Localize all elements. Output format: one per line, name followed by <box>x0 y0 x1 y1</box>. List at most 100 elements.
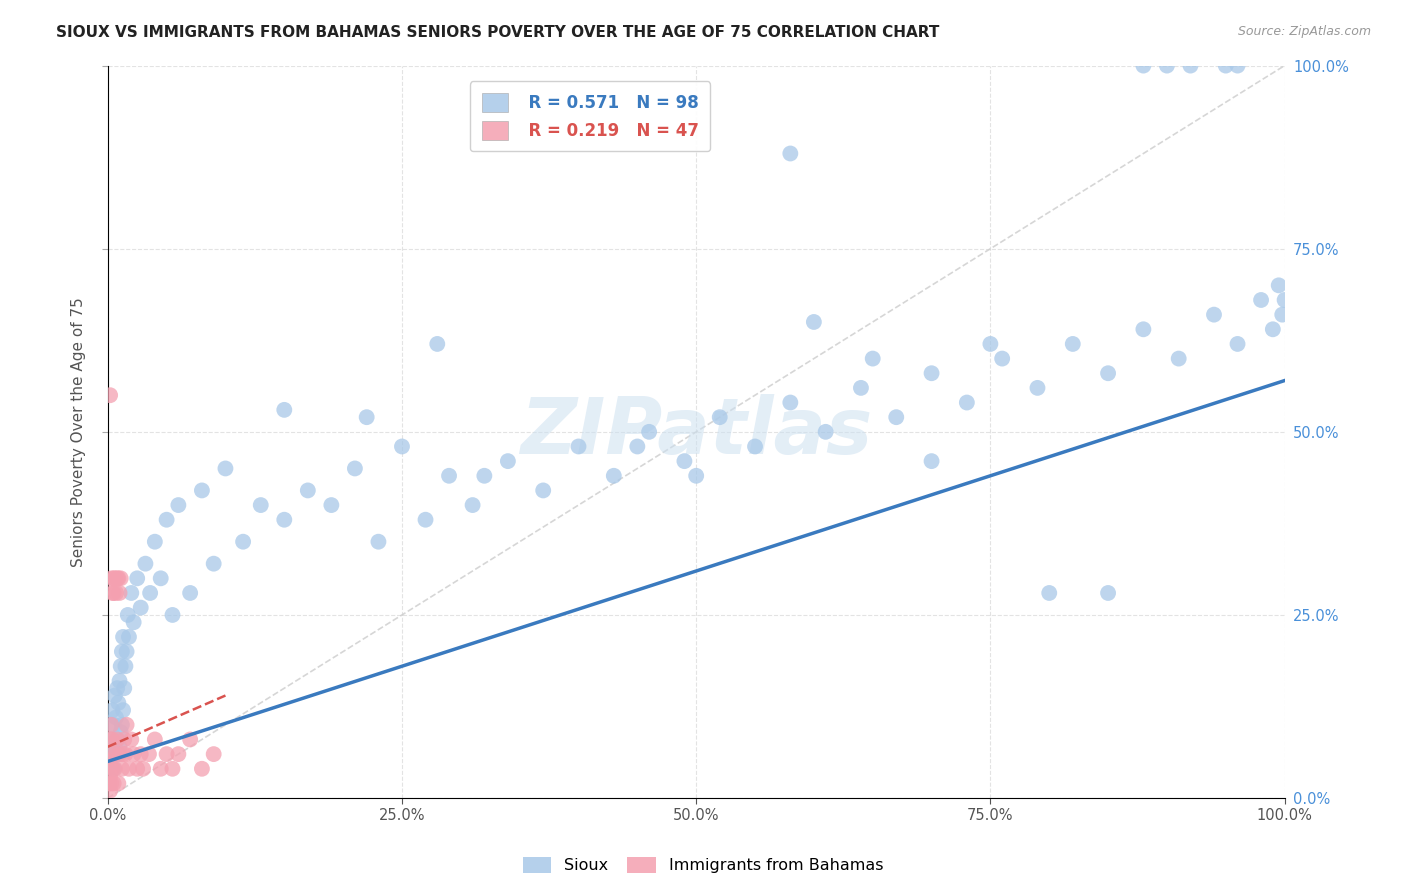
Point <box>191 762 214 776</box>
Point <box>101 762 124 776</box>
Point <box>1202 308 1225 322</box>
Point <box>367 534 389 549</box>
Point <box>107 776 129 790</box>
Point <box>112 747 135 761</box>
Point <box>103 776 125 790</box>
Point <box>472 468 495 483</box>
Point <box>149 571 172 585</box>
Point <box>101 747 124 761</box>
Point <box>1097 586 1119 600</box>
Point <box>1132 59 1154 73</box>
Point <box>111 718 134 732</box>
Point <box>107 571 129 585</box>
Point <box>149 762 172 776</box>
Point <box>103 571 125 585</box>
Point <box>110 725 132 739</box>
Point <box>103 762 125 776</box>
Point <box>129 600 152 615</box>
Point <box>685 468 707 483</box>
Point <box>111 644 134 658</box>
Legend: Sioux, Immigrants from Bahamas: Sioux, Immigrants from Bahamas <box>516 850 890 880</box>
Point <box>120 586 142 600</box>
Point <box>1097 366 1119 380</box>
Point <box>1062 337 1084 351</box>
Point <box>112 703 135 717</box>
Point <box>103 718 125 732</box>
Point <box>1215 59 1237 73</box>
Point <box>108 747 131 761</box>
Point <box>356 410 378 425</box>
Point <box>744 440 766 454</box>
Point <box>100 718 122 732</box>
Point <box>921 454 943 468</box>
Point <box>849 381 872 395</box>
Text: ZIPatlas: ZIPatlas <box>520 394 872 470</box>
Point <box>202 557 225 571</box>
Legend:   R = 0.571   N = 98,   R = 0.219   N = 47: R = 0.571 N = 98, R = 0.219 N = 47 <box>470 81 710 152</box>
Point <box>297 483 319 498</box>
Point <box>155 513 177 527</box>
Point <box>779 146 801 161</box>
Point <box>803 315 825 329</box>
Point <box>273 402 295 417</box>
Point <box>343 461 366 475</box>
Point <box>108 586 131 600</box>
Point <box>122 747 145 761</box>
Point <box>107 696 129 710</box>
Point <box>214 461 236 475</box>
Text: Source: ZipAtlas.com: Source: ZipAtlas.com <box>1237 25 1371 38</box>
Point <box>97 776 120 790</box>
Point <box>97 755 120 769</box>
Point <box>232 534 254 549</box>
Point <box>98 755 121 769</box>
Point <box>101 586 124 600</box>
Point <box>626 440 648 454</box>
Point <box>167 747 190 761</box>
Point <box>112 732 135 747</box>
Point <box>112 630 135 644</box>
Point <box>956 395 979 409</box>
Point <box>461 498 484 512</box>
Point <box>921 366 943 380</box>
Point <box>709 410 731 425</box>
Point <box>1038 586 1060 600</box>
Point <box>100 571 122 585</box>
Point <box>98 783 121 797</box>
Point <box>991 351 1014 366</box>
Point <box>134 557 156 571</box>
Point <box>1250 293 1272 307</box>
Point <box>1167 351 1189 366</box>
Point <box>101 732 124 747</box>
Point <box>1274 293 1296 307</box>
Point <box>108 739 131 754</box>
Y-axis label: Seniors Poverty Over the Age of 75: Seniors Poverty Over the Age of 75 <box>72 297 86 566</box>
Point <box>100 747 122 761</box>
Point <box>496 454 519 468</box>
Point <box>101 703 124 717</box>
Point <box>162 762 184 776</box>
Point <box>1226 59 1249 73</box>
Point <box>104 762 127 776</box>
Point <box>105 747 128 761</box>
Point <box>114 747 136 761</box>
Point <box>1267 278 1289 293</box>
Point <box>437 468 460 483</box>
Point <box>115 718 138 732</box>
Point <box>122 615 145 630</box>
Point <box>273 513 295 527</box>
Point <box>118 762 141 776</box>
Point <box>98 388 121 402</box>
Point <box>117 607 139 622</box>
Point <box>103 586 125 600</box>
Point <box>638 425 661 439</box>
Point <box>202 747 225 761</box>
Point <box>814 425 837 439</box>
Point <box>127 571 149 585</box>
Point <box>111 762 134 776</box>
Point <box>779 395 801 409</box>
Point <box>191 483 214 498</box>
Point <box>105 681 128 696</box>
Point <box>100 776 122 790</box>
Point <box>104 571 127 585</box>
Point <box>249 498 271 512</box>
